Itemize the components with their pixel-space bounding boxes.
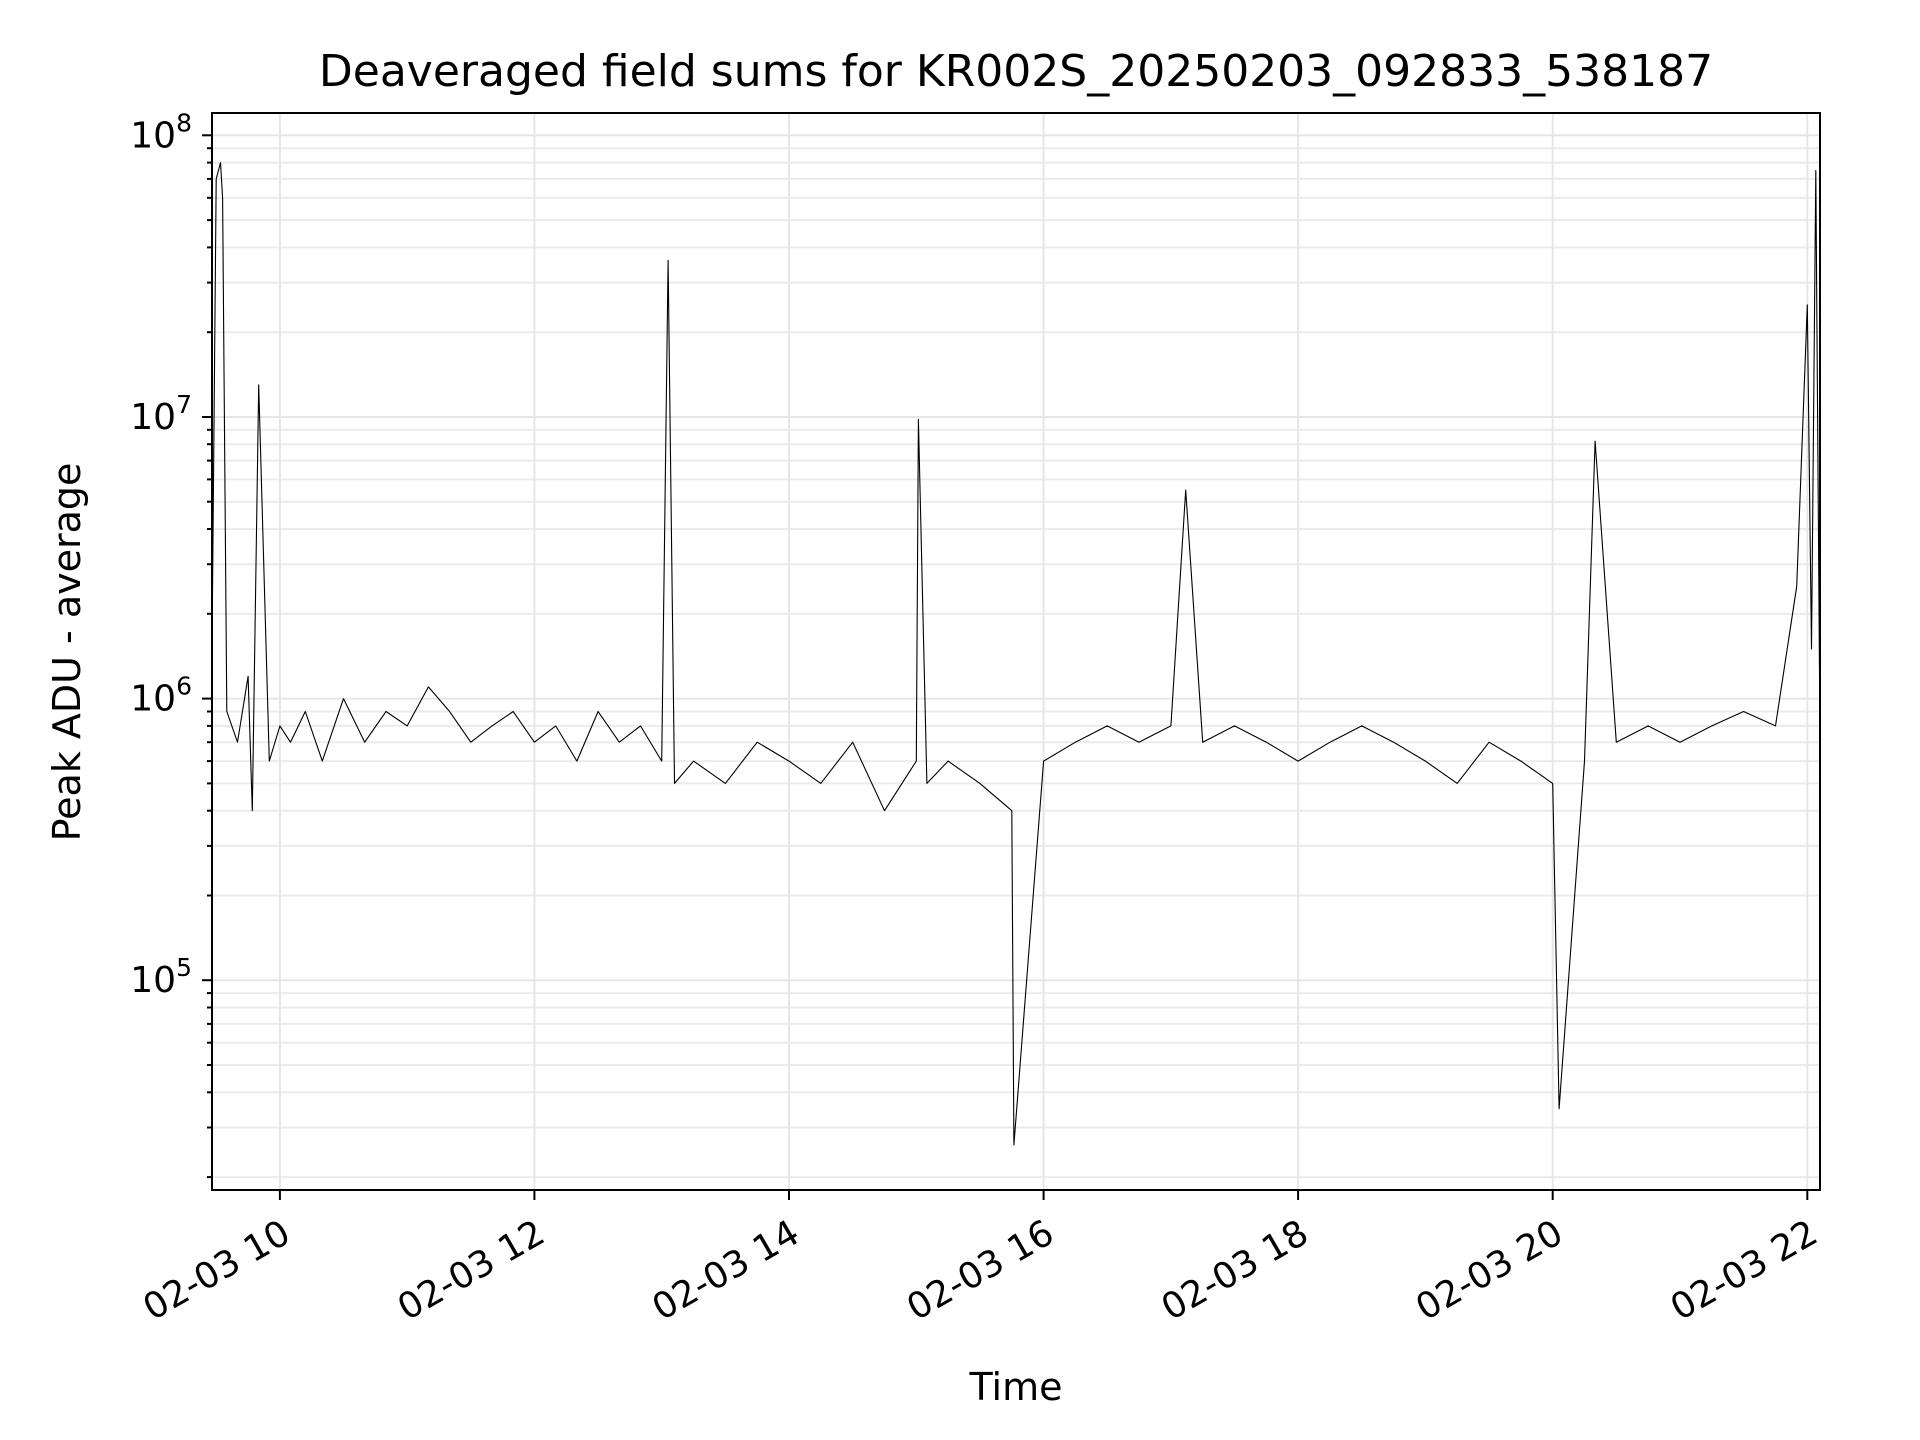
grid-lines	[212, 113, 1820, 1190]
series-layer	[212, 162, 1820, 1146]
plot-area-frame	[211, 112, 1821, 1191]
x-axis-label: Time	[969, 1365, 1063, 1409]
tick-marks	[202, 134, 1809, 1200]
y-tick-labels: 105 106 107 108	[130, 108, 192, 1001]
y-tick-label-2: 107	[130, 390, 192, 438]
y-axis-label: Peak ADU - average	[45, 463, 89, 842]
y-tick-label-3: 108	[130, 108, 192, 156]
chart-title: Deaveraged field sums for KR002S_2025020…	[319, 46, 1713, 97]
y-tick-label-0: 105	[130, 953, 192, 1001]
series-line-0	[212, 162, 1820, 1146]
y-tick-label-1: 106	[130, 672, 192, 720]
